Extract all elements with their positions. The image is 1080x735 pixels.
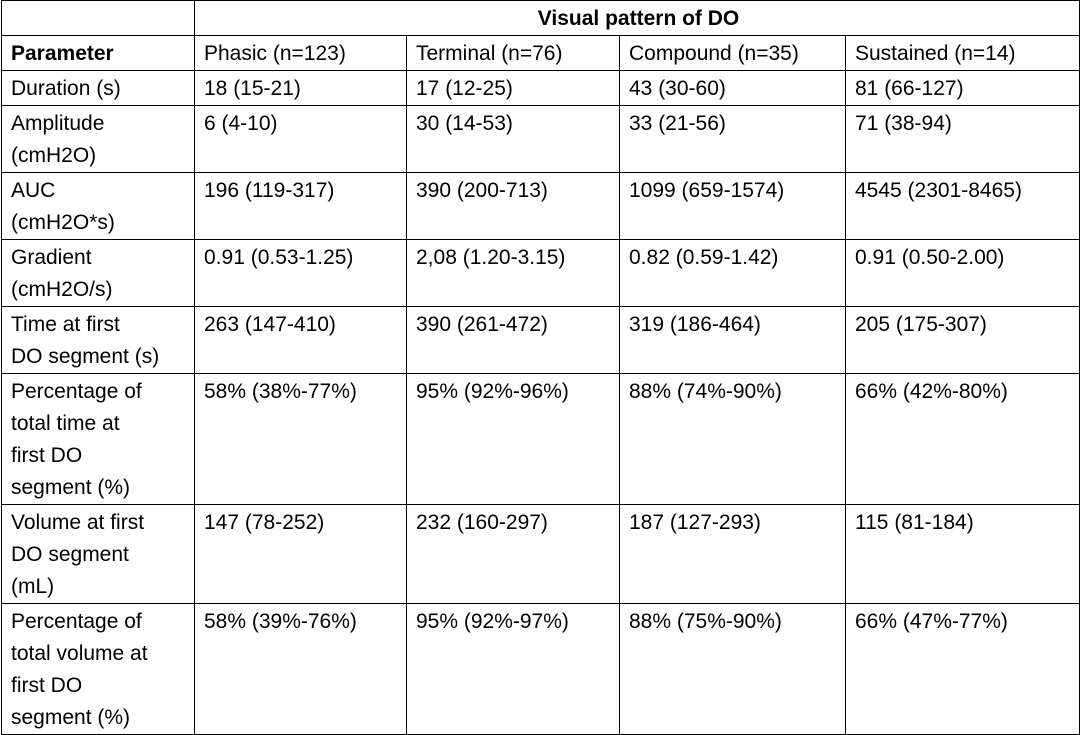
table-cell: 95% (92%-96%) (406, 373, 620, 505)
row-label-line: Percentage of (11, 610, 142, 633)
table-row: Time at first DO segment (s) 263 (147-410)… (1, 306, 1080, 374)
table-cell: 0.82 (0.59-1.42) (619, 239, 846, 307)
row-label-line: Volume at first (11, 511, 145, 534)
group-header-row: Visual pattern of DO (1, 0, 1080, 36)
table-cell: 88% (74%-90%) (619, 373, 846, 505)
row-label-line: Time at first (11, 313, 120, 336)
row-label: Amplitude (cmH2O) (1, 105, 195, 173)
table-row: Volume at first DO segment (mL) 147 (78-252… (1, 504, 1080, 604)
table-cell: 115 (81-184) (844, 504, 1080, 604)
row-label-line: total volume at (11, 642, 148, 665)
row-label-line: (cmH2O) (11, 144, 97, 167)
table-cell: 81 (66-127) (844, 70, 1080, 106)
table-row: Duration (s) 18 (15-21) 17 (12-25) 43 (30-6… (1, 70, 1080, 106)
row-label: AUC (cmH2O*s) (1, 172, 195, 240)
column-header-row: Parameter Phasic (n=123) Terminal (n=76)… (1, 35, 1080, 71)
table-row: Percentage of total volume at first DO segm… (1, 603, 1080, 735)
column-header-terminal: Terminal (n=76) (406, 35, 620, 71)
table-cell: 17 (12-25) (406, 70, 620, 106)
table-cell: 4545 (2301-8465) (844, 172, 1080, 240)
table-cell: 147 (78-252) (194, 504, 407, 604)
row-label: Gradient (cmH2O/s) (1, 239, 195, 307)
table-cell: 196 (119-317) (194, 172, 407, 240)
column-header-phasic: Phasic (n=123) (194, 35, 407, 71)
table-cell: 95% (92%-97%) (406, 603, 620, 735)
row-label: Percentage of total time at first DO segmen… (1, 373, 195, 505)
table-cell: 0.91 (0.53-1.25) (194, 239, 407, 307)
row-label-line: first DO (11, 674, 83, 697)
row-label-line: DO segment (s) (11, 345, 160, 368)
table-cell: 71 (38-94) (844, 105, 1080, 173)
table-cell: 205 (175-307) (844, 306, 1080, 374)
table-cell: 232 (160-297) (406, 504, 620, 604)
column-header-compound: Compound (n=35) (619, 35, 846, 71)
table-cell: 30 (14-53) (406, 105, 620, 173)
row-label: Volume at first DO segment (mL) (1, 504, 195, 604)
row-label-line: total time at (11, 412, 120, 435)
table-cell: 0.91 (0.50-2.00) (844, 239, 1080, 307)
table-cell: 66% (47%-77%) (844, 603, 1080, 735)
column-header-sustained: Sustained (n=14) (844, 35, 1080, 71)
row-label-line: (cmH2O*s) (11, 211, 115, 234)
table-cell: 1099 (659-1574) (619, 172, 846, 240)
row-label: Percentage of total volume at first DO segm… (1, 603, 195, 735)
row-label-line: Duration (s) (11, 77, 121, 100)
row-label: Time at first DO segment (s) (1, 306, 195, 374)
table-cell: 58% (39%-76%) (194, 603, 407, 735)
row-label-line: DO segment (11, 543, 129, 566)
table-cell: 319 (186-464) (619, 306, 846, 374)
table-cell: 187 (127-293) (619, 504, 846, 604)
row-label-line: first DO (11, 444, 83, 467)
row-label-line: AUC (11, 179, 56, 202)
empty-corner-cell (1, 0, 195, 36)
table-cell: 390 (261-472) (406, 306, 620, 374)
row-label-line: Percentage of (11, 380, 142, 403)
row-label-line: (cmH2O/s) (11, 278, 113, 301)
group-header: Visual pattern of DO (193, 0, 1080, 36)
table-row: Gradient (cmH2O/s) 0.91 (0.53-1.25) 2,08 (1… (1, 239, 1080, 307)
table-row: AUC (cmH2O*s) 196 (119-317) 390 (200-713) 10… (1, 172, 1080, 240)
table-cell: 18 (15-21) (194, 70, 407, 106)
table-row: Percentage of total time at first DO segmen… (1, 373, 1080, 505)
table-cell: 263 (147-410) (194, 306, 407, 374)
table-cell: 33 (21-56) (619, 105, 846, 173)
row-label-line: Amplitude (11, 112, 105, 135)
table-cell: 43 (30-60) (619, 70, 846, 106)
table-cell: 2,08 (1.20-3.15) (406, 239, 620, 307)
table-cell: 390 (200-713) (406, 172, 620, 240)
table-cell: 88% (75%-90%) (619, 603, 846, 735)
table-cell: 58% (38%-77%) (194, 373, 407, 505)
row-label: Duration (s) (1, 70, 195, 106)
table-row: Amplitude (cmH2O) 6 (4-10) 30 (14-53) 33 (21… (1, 105, 1080, 173)
row-label-line: Gradient (11, 246, 92, 269)
row-label-line: segment (%) (11, 476, 131, 499)
row-label-line: (mL) (11, 575, 55, 598)
table-cell: 6 (4-10) (194, 105, 407, 173)
table-cell: 66% (42%-80%) (844, 373, 1080, 505)
column-header-parameter: Parameter (1, 35, 195, 71)
row-label-line: segment (%) (11, 706, 131, 729)
